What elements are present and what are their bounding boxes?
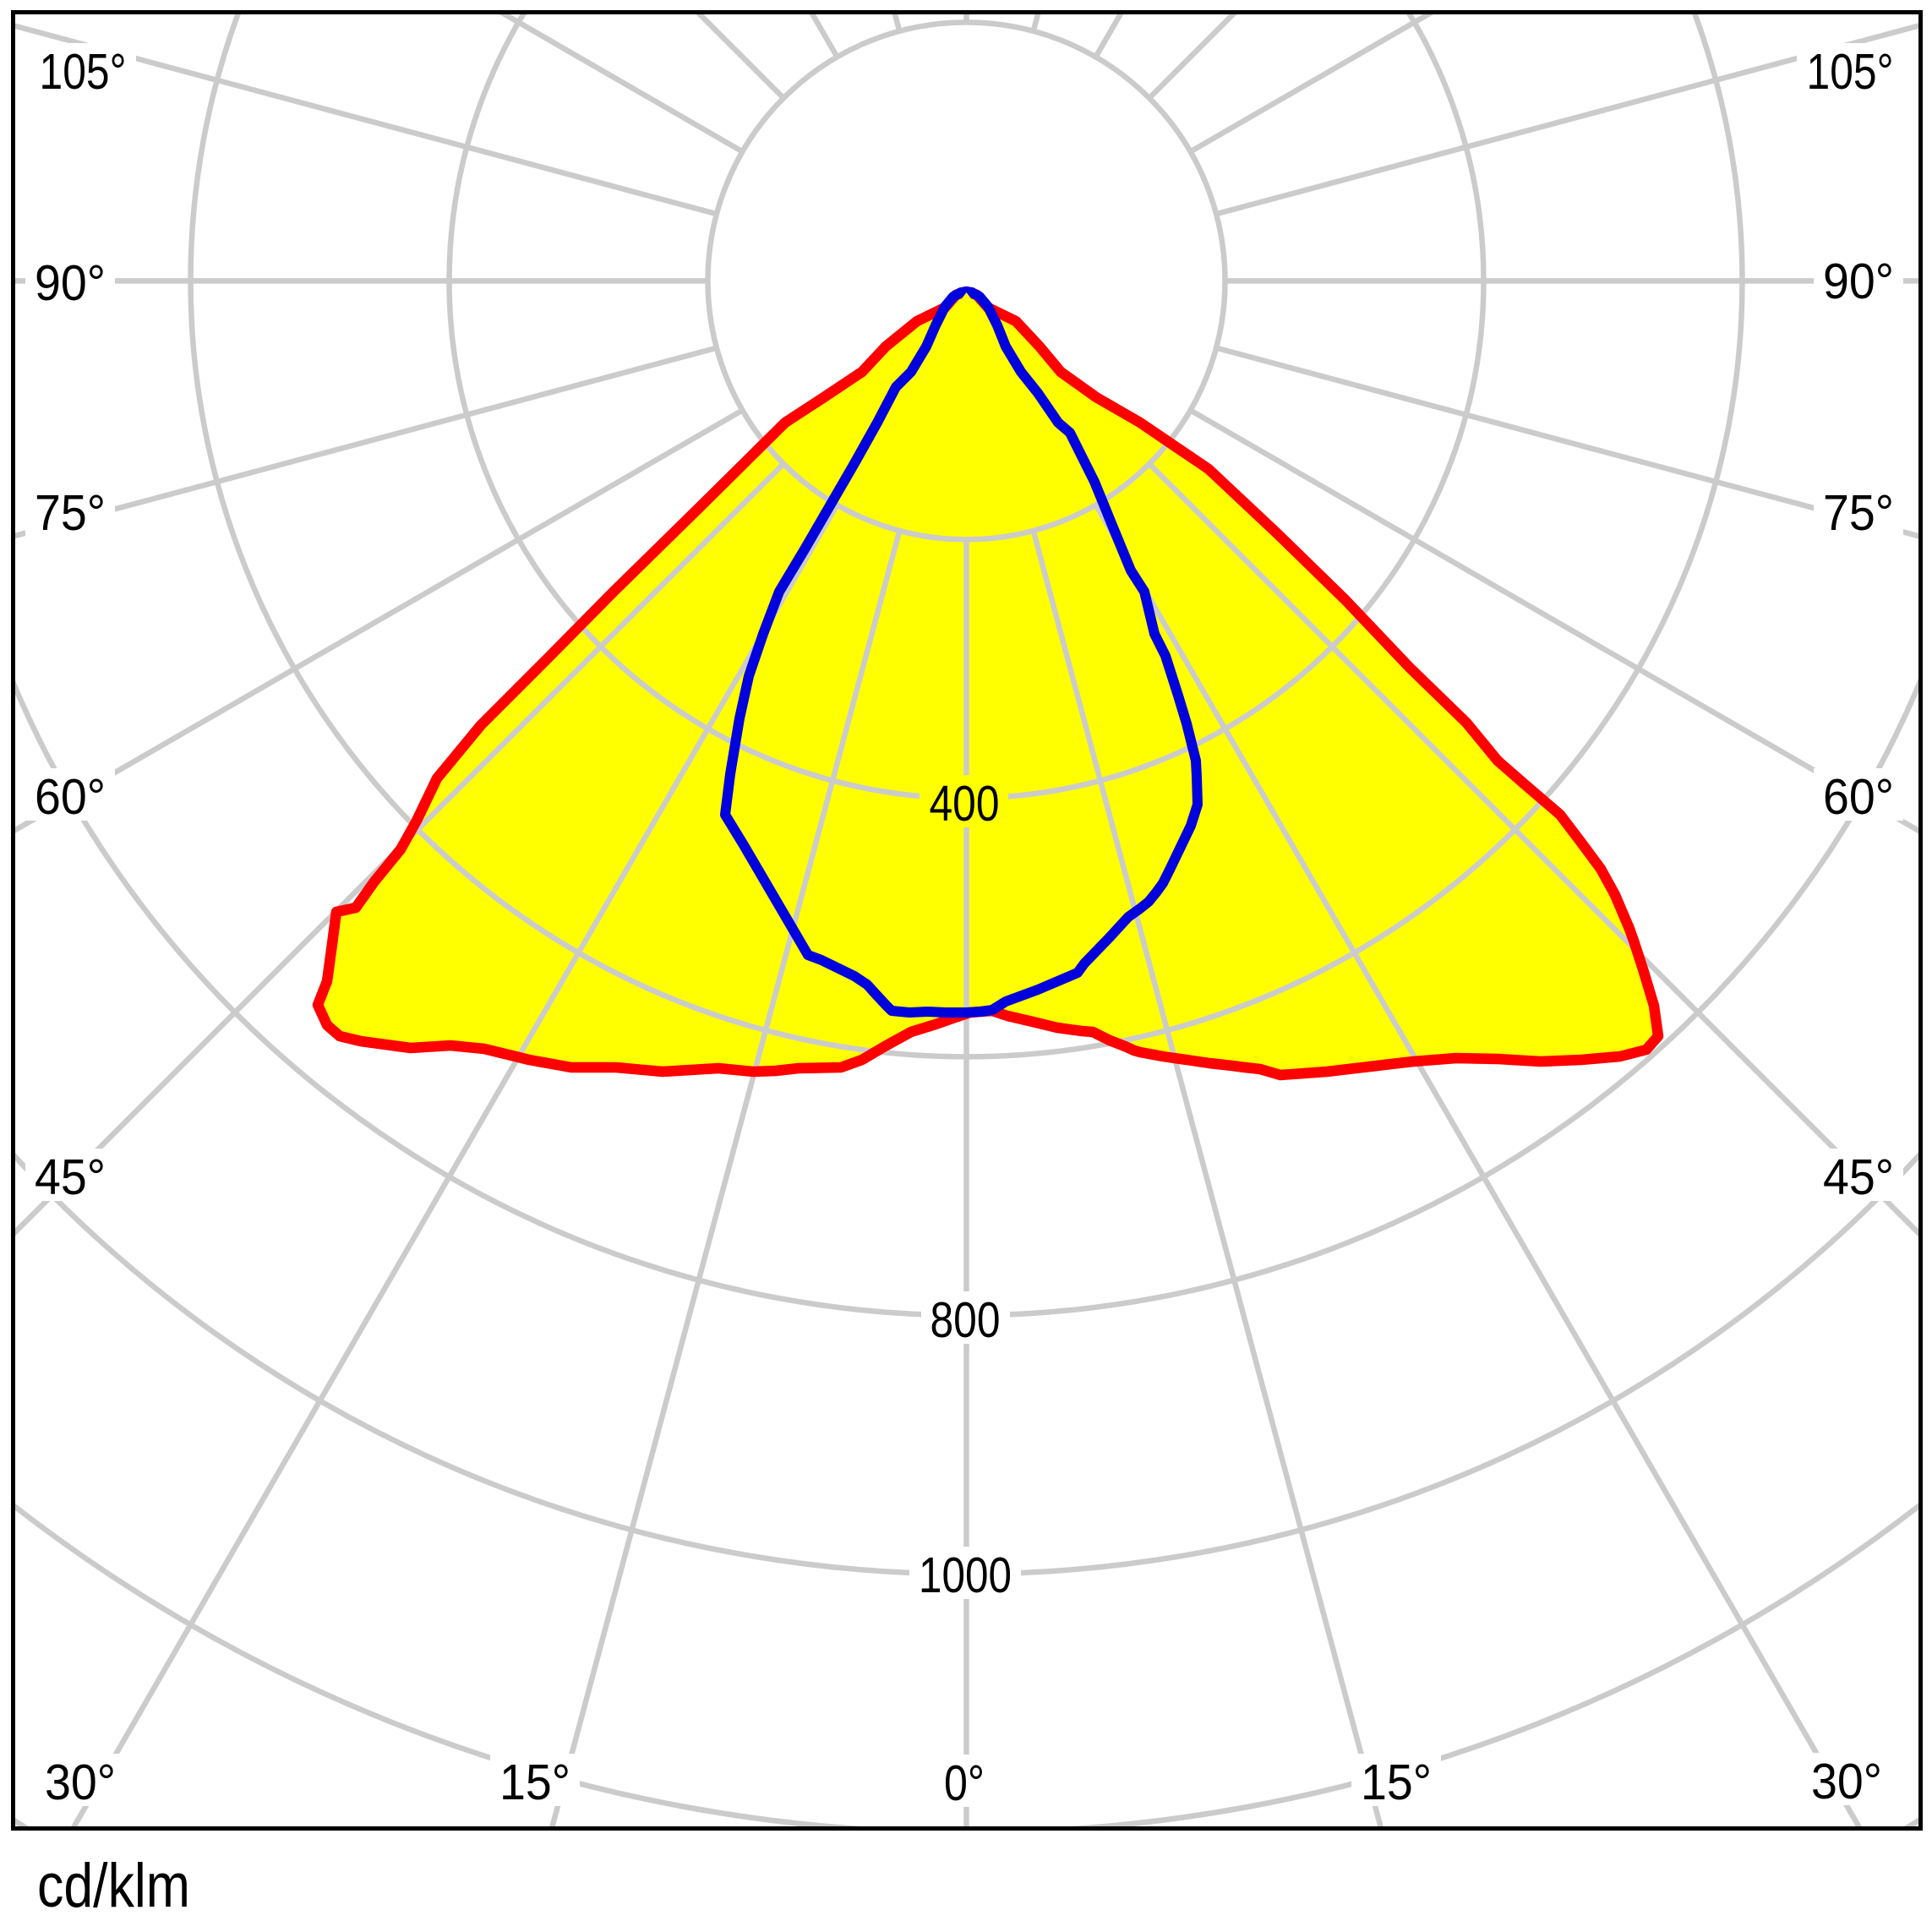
svg-text:45°: 45° <box>1823 1149 1894 1205</box>
svg-text:1000: 1000 <box>919 1547 1012 1603</box>
svg-text:105°: 105° <box>1807 44 1894 100</box>
svg-text:800: 800 <box>931 1292 1001 1348</box>
svg-text:30°: 30° <box>1811 1754 1882 1809</box>
svg-text:75°: 75° <box>35 485 106 541</box>
svg-text:30°: 30° <box>45 1755 116 1810</box>
svg-text:400: 400 <box>930 776 1000 832</box>
svg-text:90°: 90° <box>1823 254 1894 309</box>
svg-text:75°: 75° <box>1823 485 1894 541</box>
svg-text:60°: 60° <box>35 769 106 825</box>
svg-text:15°: 15° <box>499 1755 570 1810</box>
svg-text:105°: 105° <box>40 44 127 100</box>
svg-text:45°: 45° <box>35 1149 106 1205</box>
svg-text:0°: 0° <box>944 1755 985 1811</box>
svg-text:15°: 15° <box>1361 1755 1432 1810</box>
svg-text:60°: 60° <box>1823 769 1894 825</box>
svg-text:cd/klm: cd/klm <box>37 1852 190 1920</box>
svg-text:90°: 90° <box>35 255 106 311</box>
